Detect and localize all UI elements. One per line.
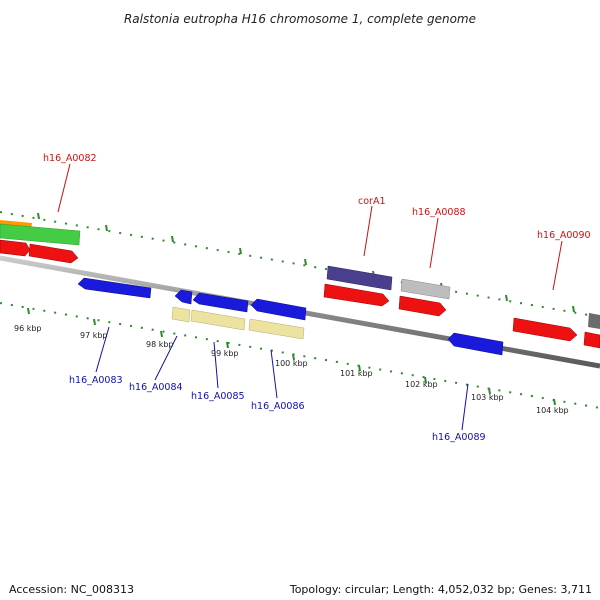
gene-feature-blue[interactable] (174, 289, 193, 305)
outer-major-ticks (37, 212, 575, 313)
inner-tick-track (0, 302, 600, 409)
gene-feature-red[interactable] (28, 243, 79, 264)
tick-label: 103 kbp (471, 393, 504, 402)
label-leaders-top (57, 163, 563, 291)
map-title: Ralstonia eutropha H16 chromosome 1, com… (124, 12, 476, 26)
features-reverse (77, 277, 504, 356)
gene-feature-grey[interactable] (588, 313, 600, 329)
genome-summary-text: Topology: circular; Length: 4,052,032 bp… (289, 583, 592, 596)
gene-feature-h16-a0088[interactable] (400, 278, 451, 300)
gene-label-cora1[interactable]: corA1 (358, 196, 385, 207)
gene-feature-yellow[interactable] (190, 309, 246, 331)
tick-label: 101 kbp (340, 369, 373, 378)
gene-feature-yellow[interactable] (248, 318, 305, 340)
gene-label-h16-a0088[interactable]: h16_A0088 (412, 207, 466, 218)
tick-label: 97 kbp (80, 331, 108, 340)
gene-label-h16-a0083[interactable]: h16_A0083 (69, 375, 123, 386)
accession-text: Accession: NC_008313 (9, 583, 135, 596)
gene-feature-h16-a0089[interactable] (447, 332, 504, 356)
tick-label: 100 kbp (275, 359, 308, 368)
gene-feature-h16-a0083[interactable] (77, 277, 152, 299)
label-leaders-bottom (95, 326, 469, 431)
gene-feature-cora1[interactable] (326, 265, 393, 291)
gene-label-h16-a0085[interactable]: h16_A0085 (191, 391, 245, 402)
tick-label: 104 kbp (536, 406, 569, 415)
gene-feature-h16-a0085[interactable] (192, 292, 249, 313)
tick-label: 98 kbp (146, 340, 174, 349)
gene-feature-red[interactable] (0, 239, 31, 257)
gene-feature-green[interactable] (0, 223, 81, 246)
gene-label-h16-a0086[interactable]: h16_A0086 (251, 401, 305, 412)
gene-feature-h16-a0086[interactable] (250, 298, 307, 321)
tick-label: 96 kbp (14, 324, 42, 333)
gene-feature-h16-a0090[interactable] (512, 317, 578, 342)
inner-major-ticks (27, 307, 556, 406)
gene-feature-red[interactable] (583, 331, 600, 349)
gene-label-h16-a0082[interactable]: h16_A0082 (43, 153, 97, 164)
gene-label-h16-a0090[interactable]: h16_A0090 (537, 230, 591, 241)
gene-feature-yellow[interactable] (171, 306, 191, 323)
tick-label: 102 kbp (405, 380, 438, 389)
gene-feature-red[interactable] (398, 295, 447, 317)
gene-label-h16-a0089[interactable]: h16_A0089 (432, 432, 486, 443)
gene-label-h16-a0084[interactable]: h16_A0084 (129, 382, 183, 393)
gene-feature-red[interactable] (323, 283, 390, 307)
features-forward (0, 220, 600, 349)
outer-tick-track (0, 211, 600, 318)
tick-label: 99 kbp (211, 349, 239, 358)
